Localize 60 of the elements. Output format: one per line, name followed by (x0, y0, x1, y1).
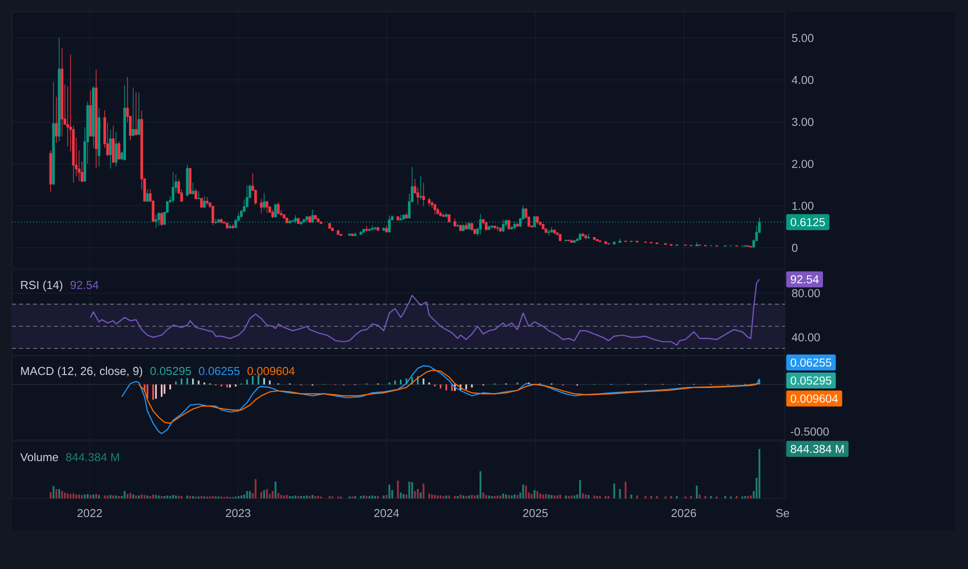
candlestick (200, 198, 203, 208)
y-tick-label: 5.00 (792, 34, 814, 42)
candlestick (220, 218, 223, 224)
candlestick (376, 226, 380, 232)
ref-line-label: 0.6125 (790, 218, 825, 226)
candlestick (442, 213, 445, 217)
y-tick-label: 2.00 (792, 160, 814, 168)
candlestick (228, 224, 232, 230)
x-tick-label: 2024 (374, 509, 399, 518)
annotation: 92.54 (790, 275, 819, 284)
annotation: 844.384 M (66, 453, 119, 462)
candlestick (192, 182, 194, 195)
candlestick (80, 161, 84, 183)
annotation: 92.54 (70, 280, 98, 290)
y-tick-label: 80.00 (792, 289, 820, 298)
candlestick (544, 228, 548, 234)
candlestick (52, 81, 55, 186)
y-tick-label: 1.00 (792, 202, 814, 210)
annotation: 0.05295 (790, 376, 832, 385)
x-tick-label: 2023 (226, 509, 250, 518)
candlestick (118, 140, 120, 160)
candlestick (570, 239, 573, 243)
candlestick (396, 216, 400, 221)
text: -0.5000 (790, 428, 829, 436)
candlestick (266, 200, 268, 214)
candlestick (60, 48, 64, 137)
candlestick (365, 226, 368, 232)
chart-title: MACD (12, 26, close, 9) (21, 366, 142, 378)
candlestick (328, 223, 331, 230)
candlestick (553, 229, 556, 235)
candlestick (578, 232, 582, 241)
candlestick (422, 182, 425, 207)
candlestick (516, 222, 519, 228)
candlestick (134, 92, 138, 136)
y-tick-label: 0 (792, 244, 798, 252)
candlestick (94, 69, 98, 168)
x-tick-label: 2022 (77, 509, 102, 518)
candlestick (430, 200, 434, 208)
annotation: 0.05295 (150, 366, 191, 376)
annotation: 0.06255 (198, 366, 240, 376)
y-tick-label: 40.00 (792, 333, 820, 342)
annotation: 844.384 M (790, 444, 844, 453)
candlestick (98, 108, 100, 167)
annotation: 0.009604 (248, 366, 295, 376)
y-tick-label: 3.00 (792, 118, 814, 126)
x-tick-label: 2025 (523, 509, 548, 518)
y-tick-label: 4.00 (792, 76, 814, 84)
x-tick-label: Se (776, 509, 790, 518)
x-tick-label: 2026 (672, 509, 696, 518)
candlestick (109, 129, 112, 169)
candlestick (439, 210, 442, 217)
chart-title: Volume (20, 452, 58, 462)
annotation: 0.009604 (790, 394, 838, 403)
text: RSI (14) (21, 280, 62, 292)
candlestick (72, 125, 75, 183)
candlestick (582, 232, 584, 238)
candlestick (488, 225, 490, 231)
annotation: 0.06255 (790, 358, 832, 367)
candlestick (368, 228, 371, 232)
candlestick (496, 226, 499, 232)
